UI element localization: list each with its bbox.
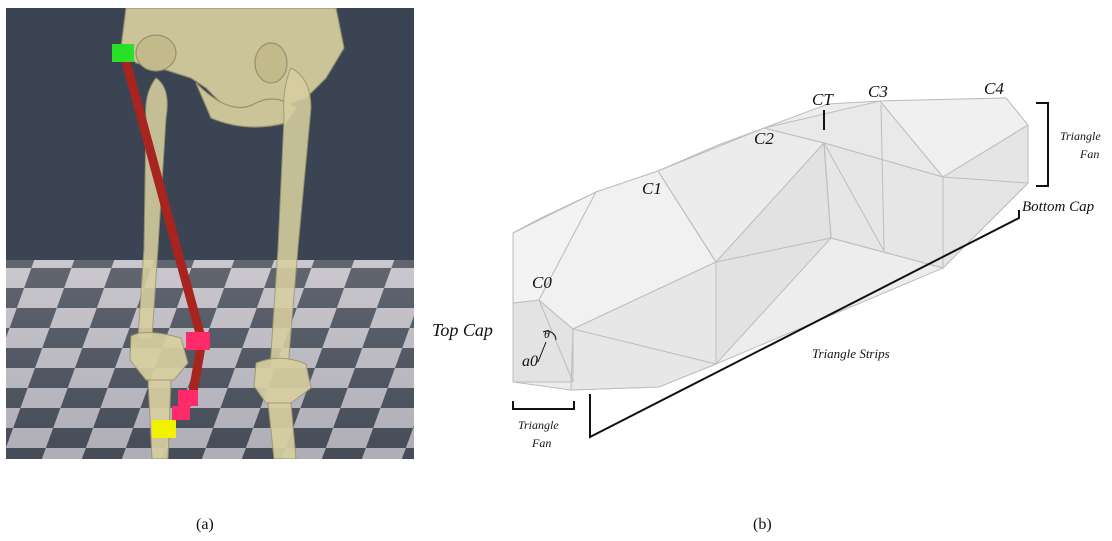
angle-indicator [537,330,557,363]
origin-marker [112,44,134,62]
label-bottom-cap: Bottom Cap [1022,199,1095,215]
mesh-body [512,97,1029,391]
pelvis-bone [120,7,345,128]
label-c3: C3 [868,82,888,101]
label-triangle-fan-left-2: Fan [531,436,551,450]
caption-a: (a) [196,516,214,533]
bracket-triangle-strips [589,210,1020,439]
via-point-marker [186,332,210,350]
label-top-cap: Top Cap [432,320,493,340]
panel-a-muscle-render [6,7,414,460]
label-triangle-fan-right-1: Triangle [1060,129,1101,143]
label-c0: C0 [532,273,552,292]
label-a0: a0 [522,353,538,370]
label-triangle-fan-left-1: Triangle [518,418,559,432]
label-c2: C2 [754,129,774,148]
muscle-mesh-diagram: C0 C1 C2 CT C3 C4 Top Cap Bottom Cap Tri… [432,79,1101,450]
panel-b-mesh-diagram: C0 C1 C2 CT C3 C4 Top Cap Bottom Cap Tri… [424,70,1112,470]
label-c1: C1 [642,179,662,198]
tibia-bones [129,332,312,460]
caption-b: (b) [753,516,772,533]
bracket-triangle-fan-left [512,401,575,410]
via-point-marker-2 [178,390,198,406]
label-theta: θ [544,327,550,341]
insertion-marker [152,420,176,438]
label-triangle-strips: Triangle Strips [812,346,890,361]
via-point-marker-3 [172,406,190,420]
label-c4: C4 [984,79,1004,98]
skeleton-render-image [6,7,414,460]
label-ct: CT [812,90,834,109]
brackets [512,102,1049,439]
label-triangle-fan-right-2: Fan [1079,147,1099,161]
bracket-triangle-fan-right [1036,102,1049,187]
